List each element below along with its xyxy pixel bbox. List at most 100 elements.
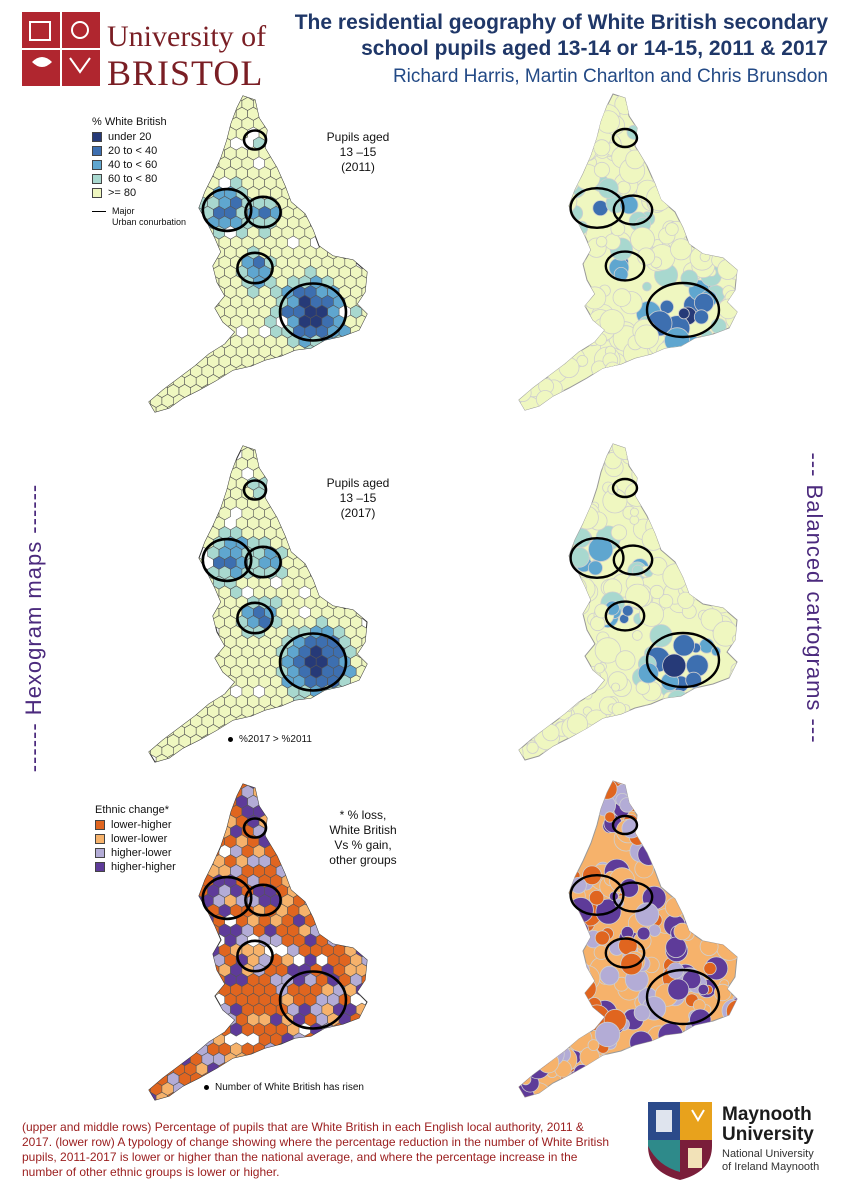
hexagon xyxy=(150,883,163,898)
hexagon xyxy=(493,586,504,599)
hexagon xyxy=(419,1013,430,1026)
hexagon xyxy=(315,575,328,590)
hexagon xyxy=(408,226,420,239)
hexagon xyxy=(161,294,174,309)
cartogram-region xyxy=(545,541,558,554)
hexagon xyxy=(431,266,442,279)
cartogram-region xyxy=(523,248,540,265)
hexagon xyxy=(402,507,414,520)
hexagon xyxy=(298,354,311,369)
hexagon xyxy=(436,276,448,289)
hexagon xyxy=(425,394,436,407)
hexagon xyxy=(373,206,385,219)
hexagon xyxy=(471,414,482,427)
hexagon xyxy=(270,126,283,141)
hexagon xyxy=(419,457,430,470)
hexagon xyxy=(459,335,470,348)
hexagon xyxy=(224,96,237,101)
hexagon xyxy=(448,527,459,540)
cartogram-region xyxy=(672,705,697,730)
hexagon xyxy=(408,206,420,219)
hexagon xyxy=(425,276,436,289)
hexagon xyxy=(431,167,442,180)
cartogram-region xyxy=(561,575,587,602)
cartogram-region xyxy=(549,153,564,168)
hexagon xyxy=(190,654,203,669)
hexagon xyxy=(149,96,157,101)
hexagon xyxy=(368,884,380,897)
hexagon xyxy=(373,457,385,470)
hexagon xyxy=(459,97,470,110)
hexagon xyxy=(350,364,363,379)
hexagon xyxy=(184,982,197,997)
hexagon xyxy=(355,545,367,560)
hexagon xyxy=(425,865,436,878)
hexagon xyxy=(282,424,293,437)
cartogram-region xyxy=(699,219,716,236)
hexagon xyxy=(149,96,151,111)
hexagon xyxy=(338,714,351,729)
hexagon xyxy=(419,815,430,828)
hexagon xyxy=(408,147,420,160)
hexagon xyxy=(453,775,464,788)
hexagon xyxy=(391,785,402,798)
hexagon xyxy=(476,894,488,907)
hexagon xyxy=(195,393,208,408)
hexagon xyxy=(338,186,351,200)
cartogram-region xyxy=(745,604,757,616)
cartogram-region xyxy=(630,226,655,252)
hexagon xyxy=(465,365,476,378)
hexagon xyxy=(419,833,430,846)
hexagon xyxy=(350,694,363,709)
hexagon xyxy=(459,355,470,368)
hexagon xyxy=(149,403,157,412)
hexagon xyxy=(373,536,385,549)
hexagon xyxy=(230,374,243,389)
hexagon xyxy=(442,206,454,219)
hexagon xyxy=(155,324,168,339)
hexagon xyxy=(350,403,363,412)
hexagon xyxy=(379,414,390,427)
hexagon xyxy=(391,685,402,698)
hexagon xyxy=(133,596,144,609)
cartogram-region xyxy=(694,513,711,530)
hexagon xyxy=(195,446,208,461)
hexagon xyxy=(333,446,346,461)
hexagon xyxy=(493,507,504,520)
cartogram-region xyxy=(566,164,576,174)
hexagon xyxy=(459,414,470,427)
hexagon xyxy=(373,87,385,100)
cartogram-region xyxy=(596,110,620,134)
hexagon xyxy=(453,444,464,457)
hexagon xyxy=(396,1013,407,1026)
hexagon xyxy=(304,96,317,101)
cartogram-region xyxy=(677,524,696,543)
hexagon xyxy=(172,963,186,978)
hexagon xyxy=(373,226,385,239)
hexagon xyxy=(511,424,523,437)
hexagon xyxy=(488,424,499,437)
hexagon xyxy=(471,983,482,996)
hexagon xyxy=(459,825,470,838)
hexagon xyxy=(402,983,414,996)
hexagon xyxy=(321,903,334,918)
cartogram-region xyxy=(714,206,728,220)
cartogram-region xyxy=(519,662,527,684)
hexagon xyxy=(442,576,454,589)
cartogram-region xyxy=(727,476,737,501)
hexagon xyxy=(167,694,180,709)
hexagon xyxy=(413,454,424,467)
hexagon xyxy=(293,794,306,809)
hexagon xyxy=(155,635,168,649)
hexagon xyxy=(402,904,414,917)
hexagon xyxy=(425,1003,436,1016)
hexagon xyxy=(488,576,499,589)
hexagon xyxy=(425,414,436,427)
cartogram-region xyxy=(703,466,724,487)
hexagon xyxy=(338,456,351,471)
hexagon xyxy=(408,794,420,807)
hexagon xyxy=(178,575,191,590)
cartogram-region xyxy=(748,367,770,389)
hexagon xyxy=(195,526,208,541)
hexagon xyxy=(442,695,454,708)
